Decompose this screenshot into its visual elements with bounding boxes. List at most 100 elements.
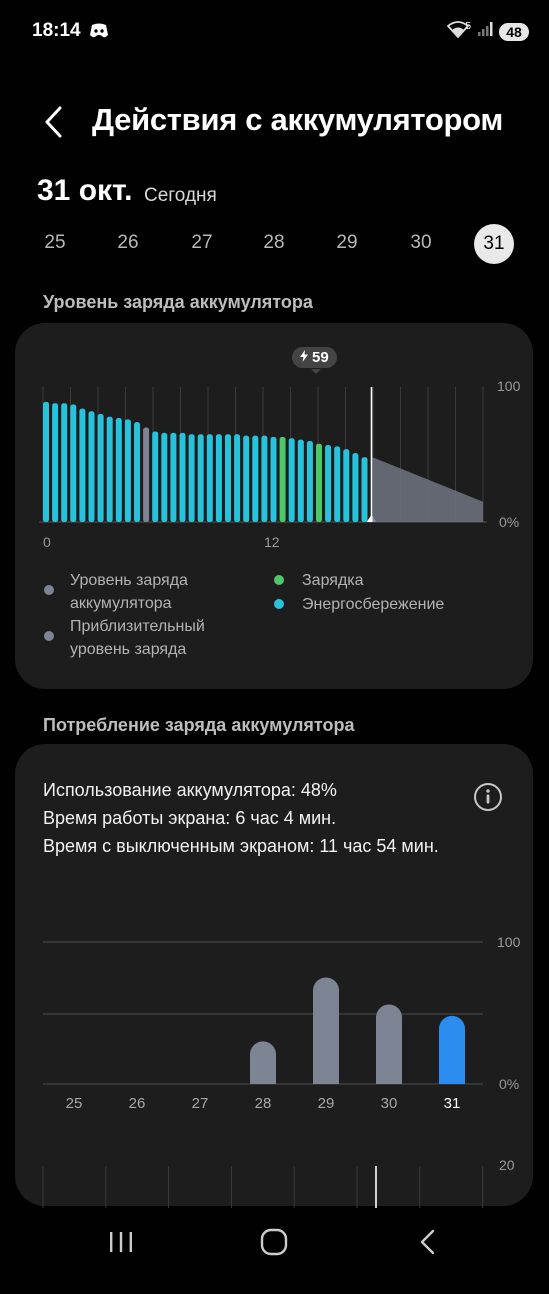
use-bar: [439, 1015, 465, 1084]
home-button[interactable]: [260, 1228, 288, 1261]
next-chart-top-label: 20: [499, 1157, 515, 1173]
back-nav-button[interactable]: [416, 1228, 440, 1261]
date-subtitle: Сегодня: [144, 185, 217, 206]
level-bar: [97, 414, 104, 522]
info-icon: [474, 783, 502, 811]
chevron-left-icon: [45, 106, 62, 138]
level-bar: [188, 434, 195, 522]
legend-level-dot: [44, 585, 54, 595]
use-bar: [313, 977, 339, 1084]
day-27[interactable]: 27: [191, 232, 213, 253]
charge-marker-value: 59: [312, 349, 329, 366]
level-bar: [243, 435, 250, 522]
level-xlabel-12: 12: [264, 534, 280, 550]
legend-saving-dot: [274, 599, 284, 609]
level-bar: [79, 408, 86, 522]
level-bar: [270, 436, 277, 522]
level-bar: [325, 445, 332, 522]
day-29[interactable]: 29: [336, 232, 358, 253]
use-ymin-label: 0%: [499, 1076, 520, 1092]
level-ymin-label: 0%: [499, 514, 520, 530]
level-bar: [143, 427, 150, 522]
level-bar: [197, 434, 204, 522]
lightning-icon: [300, 349, 308, 366]
status-time: 18:14: [32, 20, 81, 41]
use-bar: [250, 1041, 276, 1084]
level-bar: [206, 434, 213, 522]
use-bar: [376, 1004, 402, 1084]
use-xlabel: 29: [318, 1095, 335, 1112]
use-ymax-label: 100: [497, 934, 521, 950]
level-bar: [152, 431, 159, 522]
level-bar: [316, 443, 322, 522]
legend-approx-dot: [44, 631, 54, 641]
battery-level-card[interactable]: 59 100 0% 0 12 Уровень заряда аккумулято…: [15, 323, 533, 689]
level-bar: [88, 411, 95, 522]
level-bar: [179, 432, 186, 522]
level-bar: [306, 441, 313, 522]
page-title: Действия с аккумулятором: [92, 102, 503, 137]
level-bar: [334, 446, 341, 522]
charge-marker-pointer: [311, 369, 321, 374]
use-xlabel: 25: [66, 1095, 83, 1112]
selected-date: 31 окт.: [37, 174, 133, 207]
wifi-icon: [447, 20, 470, 43]
level-bar: [124, 419, 131, 522]
level-bar: [261, 435, 268, 522]
day-28[interactable]: 28: [263, 232, 285, 253]
consumption-card[interactable]: Использование аккумулятора: 48% Время ра…: [15, 744, 533, 1214]
level-bar: [279, 436, 286, 522]
screen-on-time: Время работы экрана: 6 час 4 мин.: [43, 808, 337, 828]
use-xlabel: 30: [381, 1095, 398, 1112]
level-bar: [170, 432, 177, 522]
legend-saving: Энергосбережение: [302, 596, 445, 613]
use-xlabel: 28: [255, 1095, 272, 1112]
battery-level-title: Уровень заряда аккумулятора: [43, 292, 313, 312]
use-xlabel: 26: [129, 1095, 146, 1112]
level-bar: [115, 418, 122, 522]
level-ymax-label: 100: [497, 378, 521, 394]
level-bar: [215, 434, 222, 522]
consumption-title: Потребление заряда аккумулятора: [43, 715, 355, 735]
signal-icon: [477, 21, 493, 42]
battery-level-chart[interactable]: [15, 323, 533, 563]
recents-button[interactable]: [108, 1230, 134, 1259]
projection-area: [372, 457, 483, 522]
level-xlabel-0: 0: [43, 534, 51, 550]
consumption-chart[interactable]: 25 26 27 28 29 30 31: [15, 924, 533, 1294]
level-bar: [61, 403, 68, 522]
level-bar: [297, 439, 304, 522]
level-bar: [252, 435, 259, 522]
legend-charging: Зарядка: [302, 572, 364, 589]
level-bar: [343, 449, 350, 522]
discord-icon: [88, 22, 110, 45]
legend-charging-dot: [274, 575, 284, 585]
legend-approx: Приблизительный уровень заряда: [70, 618, 205, 658]
use-xlabel: 31: [444, 1095, 461, 1112]
use-xlabel: 27: [192, 1095, 209, 1112]
screen-off-time: Время с выключенным экраном: 11 час 54 м…: [43, 836, 439, 856]
back-nav-icon: [420, 1229, 435, 1255]
level-bar: [106, 416, 113, 522]
level-bar: [52, 403, 59, 522]
level-bar: [161, 432, 168, 522]
level-bar: [288, 438, 295, 522]
recents-icon: [110, 1232, 132, 1252]
usage-percent: Использование аккумулятора: 48%: [43, 780, 337, 800]
legend-level: Уровень заряда аккумулятора: [70, 572, 188, 612]
level-bar: [70, 404, 77, 522]
day-31[interactable]: 31: [474, 224, 514, 264]
back-button[interactable]: [40, 104, 70, 140]
level-bar: [225, 434, 231, 522]
wifi-badge: 5: [465, 21, 471, 32]
level-bar: [134, 422, 140, 522]
day-26[interactable]: 26: [117, 232, 139, 253]
day-25[interactable]: 25: [44, 232, 66, 253]
charge-marker: 59: [292, 347, 337, 368]
navigation-bar: [0, 1208, 549, 1280]
info-button[interactable]: [473, 782, 503, 817]
level-bar: [352, 453, 359, 522]
home-icon: [260, 1228, 288, 1256]
status-icons: 5 48: [447, 20, 529, 43]
day-30[interactable]: 30: [410, 232, 432, 253]
